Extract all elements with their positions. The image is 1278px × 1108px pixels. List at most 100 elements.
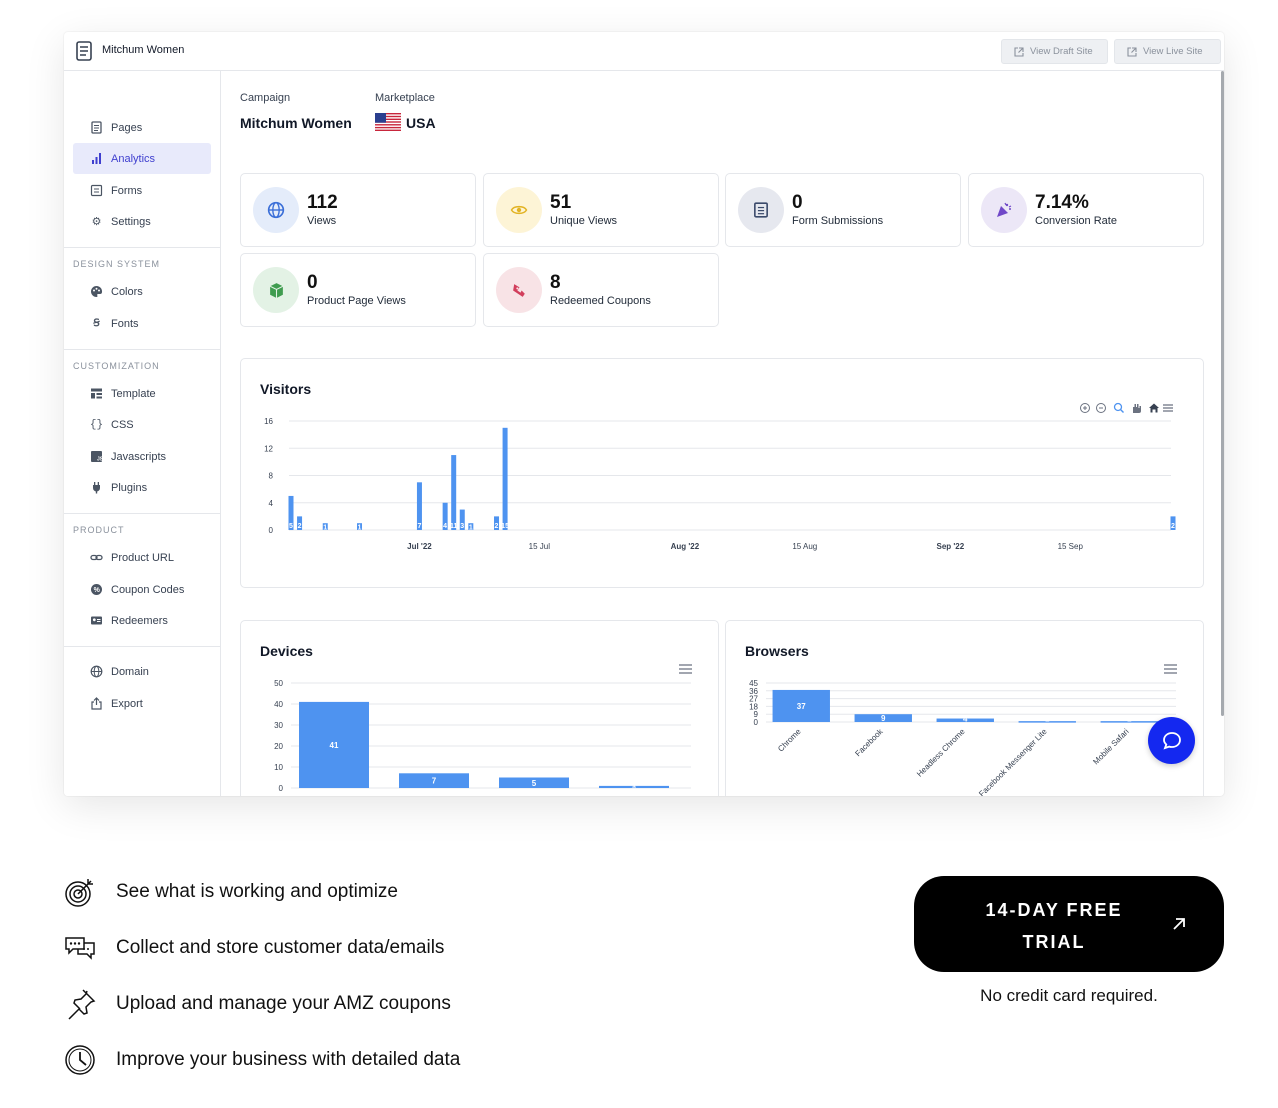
data-label: 1	[1045, 715, 1050, 724]
sidebar-item-forms[interactable]: Forms	[73, 175, 211, 206]
home-reset-icon[interactable]	[1149, 403, 1159, 413]
stat-value: 8	[550, 272, 561, 293]
visitors-title: Visitors	[260, 381, 312, 397]
zoom-select-icon[interactable]	[1113, 402, 1124, 413]
box-icon	[253, 267, 299, 313]
sidebar-item-coupon-codes[interactable]: % Coupon Codes	[73, 574, 211, 605]
bar	[322, 523, 328, 530]
pan-hand-icon[interactable]	[1133, 404, 1141, 413]
data-label: 4	[963, 715, 968, 724]
bar	[494, 516, 500, 530]
zoom-out-icon[interactable]	[1096, 403, 1106, 413]
section-label-product: PRODUCT	[73, 525, 125, 535]
y-tick-label: 16	[264, 417, 273, 426]
stat-value: 112	[307, 192, 338, 213]
stat-card-redeemed-coupons: 8 Redeemed Coupons	[483, 253, 719, 327]
sidebar-item-css[interactable]: {} CSS	[73, 409, 211, 440]
x-tick-label: Facebook Messenger Lite	[977, 727, 1049, 796]
sidebar-item-product-url[interactable]: Product URL	[73, 542, 211, 573]
zoom-in-icon[interactable]	[1080, 403, 1090, 413]
plug-icon	[90, 481, 103, 494]
clock-icon	[65, 1045, 95, 1075]
menu-icon[interactable]	[1163, 404, 1173, 412]
menu-icon[interactable]	[1164, 664, 1177, 674]
analytics-icon	[90, 152, 103, 165]
data-label: 11	[450, 523, 458, 530]
bar	[772, 689, 830, 722]
data-label: 1	[323, 525, 327, 532]
view-live-site-label: View Live Site	[1143, 46, 1203, 57]
forms-icon	[90, 184, 103, 197]
x-tick-label: 15 Jul	[529, 542, 551, 551]
stat-label: Views	[307, 215, 337, 227]
bar	[1018, 721, 1076, 723]
bar	[442, 502, 448, 530]
y-tick-label: 30	[274, 721, 283, 730]
data-label: 7	[417, 523, 421, 530]
scrollbar[interactable]	[1221, 71, 1224, 716]
free-trial-button[interactable]: 14-DAY FREE TRIAL	[914, 876, 1224, 972]
sidebar-item-label: Analytics	[111, 152, 156, 165]
x-tick-label: 15 Sep	[1058, 542, 1084, 551]
feature-text: Improve your business with detailed data	[116, 1049, 461, 1070]
id-card-icon	[90, 614, 103, 627]
y-tick-label: 0	[269, 526, 274, 535]
sidebar-item-redeemers[interactable]: Redeemers	[73, 605, 211, 636]
data-label: 1	[358, 525, 362, 532]
sidebar-item-javascripts[interactable]: JS Javascripts	[73, 441, 211, 472]
sidebar-item-analytics[interactable]: Analytics	[73, 143, 211, 174]
bar	[1100, 721, 1158, 723]
sidebar-divider	[64, 247, 221, 248]
data-label: 5	[532, 779, 537, 788]
browsers-card: Browsers 0 9 18 27 36 45 37 Chrome 9 Facebook 4 Hea…	[725, 620, 1204, 796]
bar	[936, 718, 994, 722]
menu-icon[interactable]	[679, 664, 692, 674]
visitors-card: Visitors 0 4 8 12 16 5 2 1 1 7 4 11 3 1 2 15 2 Jul '22 15 …	[240, 358, 1204, 588]
x-tick-label: Chrome	[776, 727, 803, 754]
bar	[357, 523, 363, 530]
sidebar-item-domain[interactable]: Domain	[73, 656, 211, 687]
sidebar-item-label: CSS	[111, 418, 134, 431]
sidebar-divider	[64, 513, 221, 514]
us-flag-icon	[375, 113, 401, 131]
bar	[299, 701, 369, 788]
data-label: 1	[1127, 715, 1132, 724]
font-icon: Ꞩ	[93, 318, 100, 329]
data-label: 7	[432, 777, 437, 786]
palette-icon	[90, 285, 103, 298]
template-icon	[90, 387, 103, 400]
party-icon	[981, 187, 1027, 233]
sidebar-item-settings[interactable]: ⚙ Settings	[73, 206, 211, 237]
sidebar-item-colors[interactable]: Colors	[73, 276, 211, 307]
feature-item: Improve your business with detailed data	[64, 1040, 564, 1080]
stat-card-views: 112 Views	[240, 173, 476, 247]
y-tick-label: 10	[274, 763, 283, 772]
stat-label: Product Page Views	[307, 295, 406, 307]
y-tick-label: 0	[754, 718, 759, 727]
top-bar: Mitchum Women View Draft Site View Live …	[64, 32, 1224, 71]
chart-toolbar	[1079, 401, 1179, 415]
stat-card-form-submissions: 0 Form Submissions	[725, 173, 961, 247]
sidebar-item-pages[interactable]: Pages	[73, 112, 211, 143]
sidebar-item-label: Domain	[111, 665, 149, 678]
pushpin-icon	[68, 989, 96, 1020]
feature-item: Upload and manage your AMZ coupons	[64, 984, 564, 1024]
stat-value: 7.14%	[1035, 192, 1089, 213]
data-label: 4	[443, 523, 447, 530]
sidebar-item-fonts[interactable]: Ꞩ Fonts	[73, 308, 211, 339]
sidebar-item-export[interactable]: Export	[73, 688, 211, 719]
sidebar-divider	[64, 349, 221, 350]
feature-text: Collect and store customer data/emails	[116, 937, 445, 958]
external-link-icon	[1014, 46, 1024, 57]
chat-support-button[interactable]	[1148, 717, 1195, 764]
sidebar-item-template[interactable]: Template	[73, 378, 211, 409]
view-live-site-button[interactable]: View Live Site	[1114, 39, 1221, 64]
y-tick-label: 50	[274, 679, 283, 688]
view-draft-site-button[interactable]: View Draft Site	[1001, 39, 1108, 64]
ticket-icon	[496, 267, 542, 313]
y-tick-label: 40	[274, 700, 283, 709]
marketplace-label: Marketplace	[375, 92, 435, 104]
data-label: 1	[632, 781, 637, 790]
sidebar-item-plugins[interactable]: Plugins	[73, 472, 211, 503]
